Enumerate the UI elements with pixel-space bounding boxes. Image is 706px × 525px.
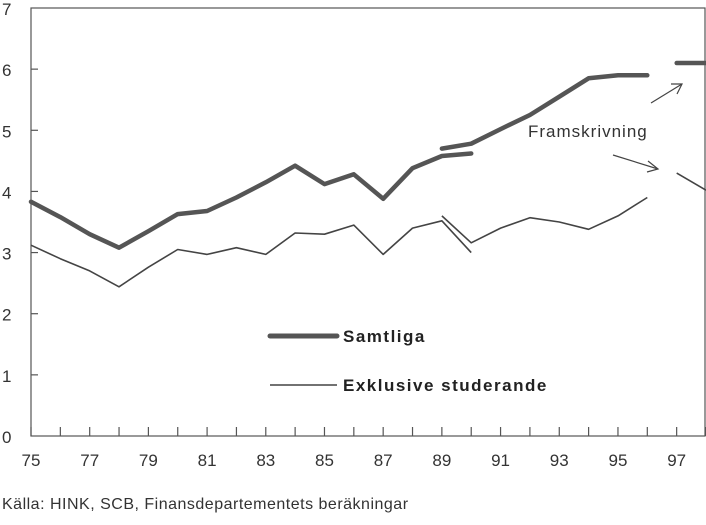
- x-tick-label: 89: [432, 451, 451, 470]
- x-tick-label: 81: [198, 451, 217, 470]
- x-tick-label: 85: [315, 451, 334, 470]
- axes: 0 1 2 3 4 5 6 7 75 77 79 81 83 85 87 89 91 93 95 97: [2, 0, 706, 470]
- legend-label-samtliga: Samtliga: [343, 327, 426, 346]
- legend: Samtliga Exklusive studerande: [267, 327, 548, 395]
- annotation-arrow-upper: [650, 83, 683, 104]
- source-note: Källa: HINK, SCB, Finansdepartementets b…: [2, 496, 409, 513]
- x-tick-label: 75: [22, 451, 41, 470]
- x-tick-label: 93: [550, 451, 569, 470]
- y-tick-label: 1: [2, 367, 11, 386]
- series-line-1: [439, 73, 650, 151]
- y-tick-label: 5: [2, 122, 11, 141]
- y-tick-label: 4: [2, 183, 11, 202]
- plot-frame: [30, 7, 706, 437]
- series-line-4: [441, 196, 648, 244]
- annotation-label: Framskrivning: [528, 122, 648, 141]
- y-tick-label: 6: [2, 61, 11, 80]
- annotation-arrowhead-lower: [646, 160, 660, 173]
- annotation-arrow-lower: [612, 154, 659, 170]
- x-tick-label: 97: [667, 451, 686, 470]
- y-tick-label: 0: [2, 428, 11, 447]
- series-layer: [28, 60, 706, 288]
- x-tick-label: 79: [139, 451, 158, 470]
- series-line-0: [28, 151, 474, 250]
- legend-label-exklusive: Exklusive studerande: [343, 376, 548, 395]
- annotation-arrowhead-upper: [671, 83, 683, 95]
- annotation-framskrivning: Framskrivning: [528, 83, 683, 173]
- x-tick-label: 87: [374, 451, 393, 470]
- y-tick-label: 2: [2, 306, 11, 325]
- x-tick-label: 91: [491, 451, 510, 470]
- series-line-5: [676, 172, 706, 191]
- x-tick-label: 77: [80, 451, 99, 470]
- y-tick-label: 3: [2, 245, 11, 264]
- x-tick-label: 83: [256, 451, 275, 470]
- series-line-3: [30, 220, 472, 288]
- y-tick-label: 7: [2, 0, 11, 19]
- x-tick-label: 95: [608, 451, 627, 470]
